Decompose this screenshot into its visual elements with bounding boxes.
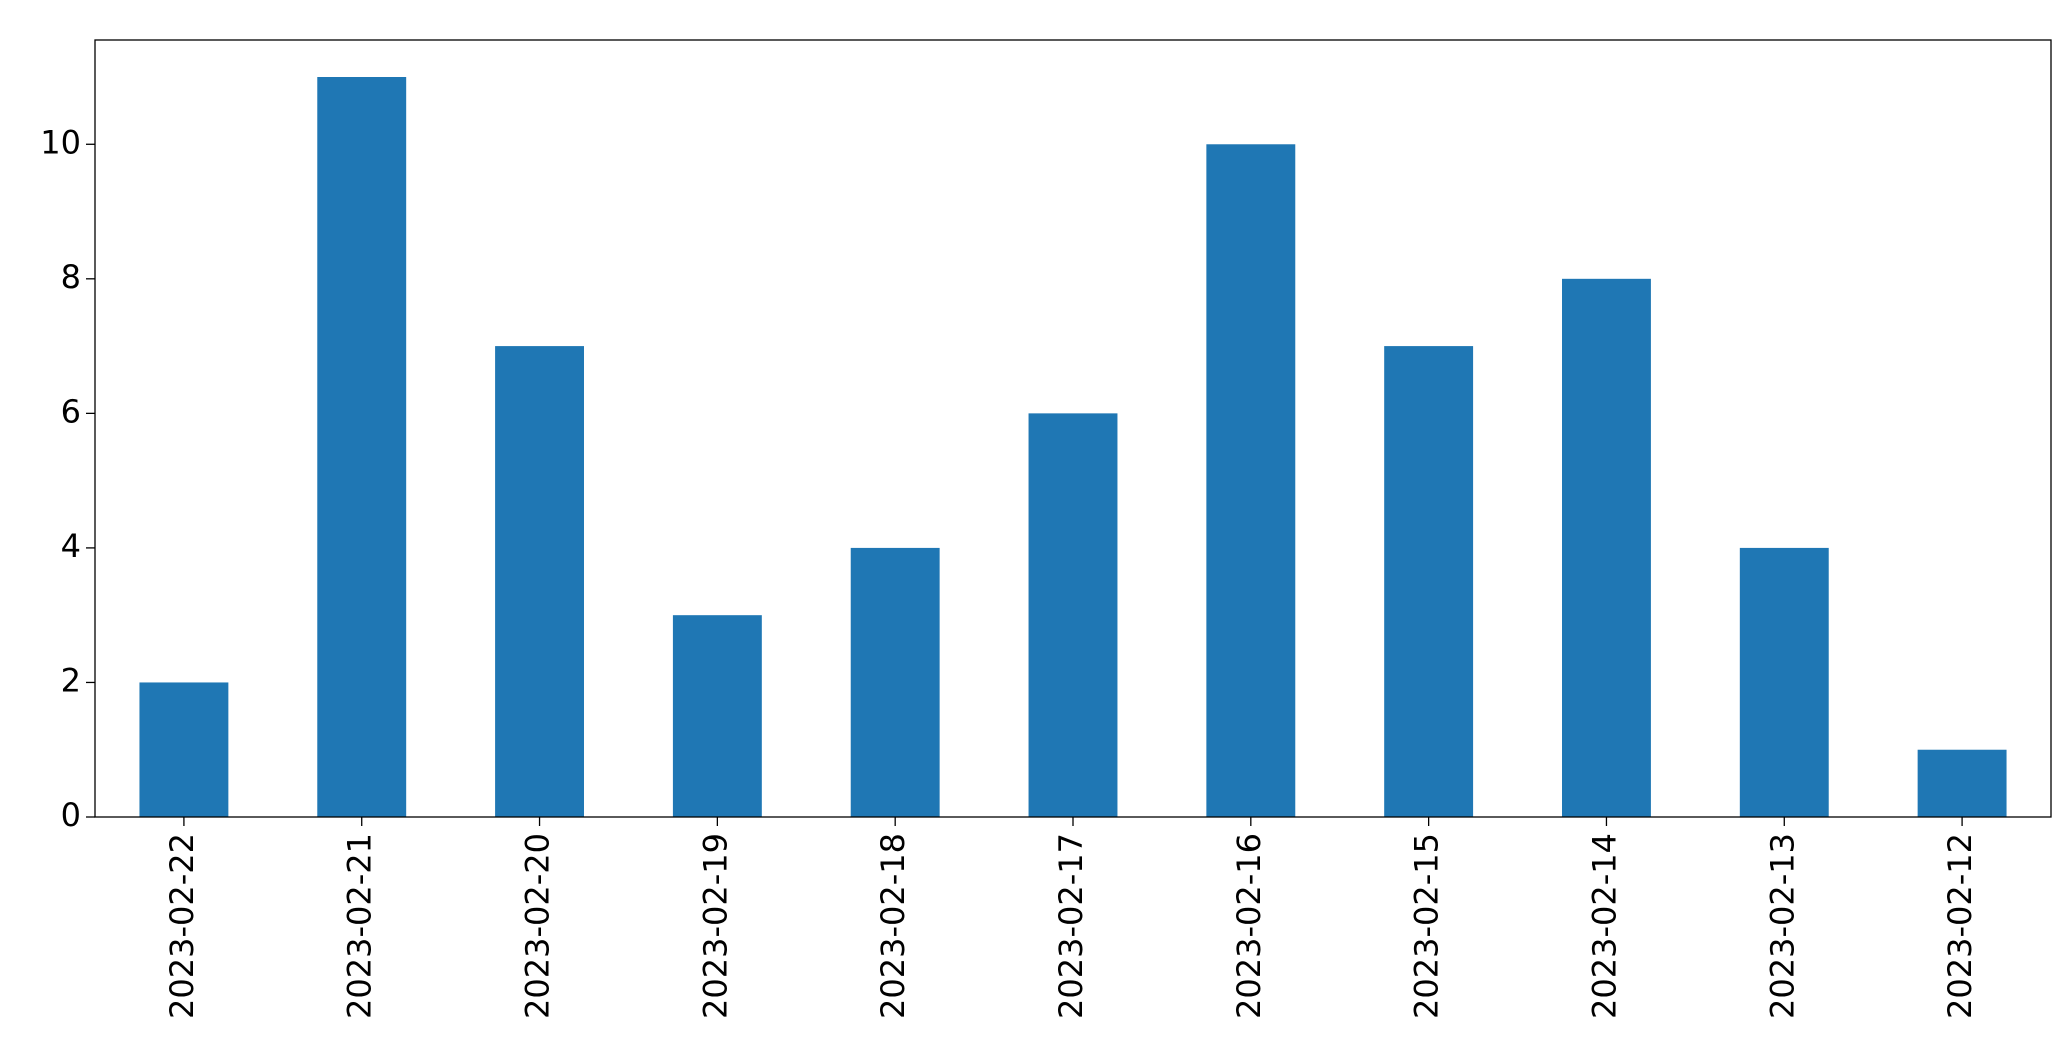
y-tick-label: 10: [40, 123, 81, 161]
x-tick-label: 2023-02-22: [163, 833, 201, 1019]
x-tick-label: 2023-02-13: [1763, 833, 1801, 1019]
bar: [495, 346, 584, 817]
bar: [139, 682, 229, 817]
bar: [1028, 413, 1118, 817]
x-tick-label: 2023-02-12: [1941, 833, 1979, 1019]
x-tick-label: 2023-02-19: [696, 833, 734, 1019]
x-tick-label: 2023-02-14: [1585, 833, 1623, 1019]
x-tick-label: 2023-02-17: [1052, 833, 1090, 1019]
plot-frame: [94, 39, 2052, 818]
x-tick-label: 2023-02-18: [874, 833, 912, 1019]
bar: [317, 77, 407, 817]
bar: [1917, 749, 2007, 817]
bar: [1562, 278, 1651, 817]
y-tick-label: 0: [61, 796, 81, 834]
bar: [1206, 144, 1296, 818]
y-tick-label: 2: [61, 661, 81, 699]
x-tick-label: 2023-02-21: [341, 833, 379, 1019]
y-tick-label: 4: [61, 527, 81, 565]
bar: [1384, 346, 1474, 817]
bar: [1739, 547, 1829, 817]
y-tick-label: 8: [61, 258, 81, 296]
x-tick-label: 2023-02-16: [1230, 833, 1268, 1019]
x-tick-label: 2023-02-15: [1408, 833, 1446, 1019]
bar: [672, 615, 762, 817]
x-tick-label: 2023-02-20: [519, 833, 557, 1019]
y-tick-label: 6: [61, 392, 81, 430]
bar: [850, 547, 940, 817]
